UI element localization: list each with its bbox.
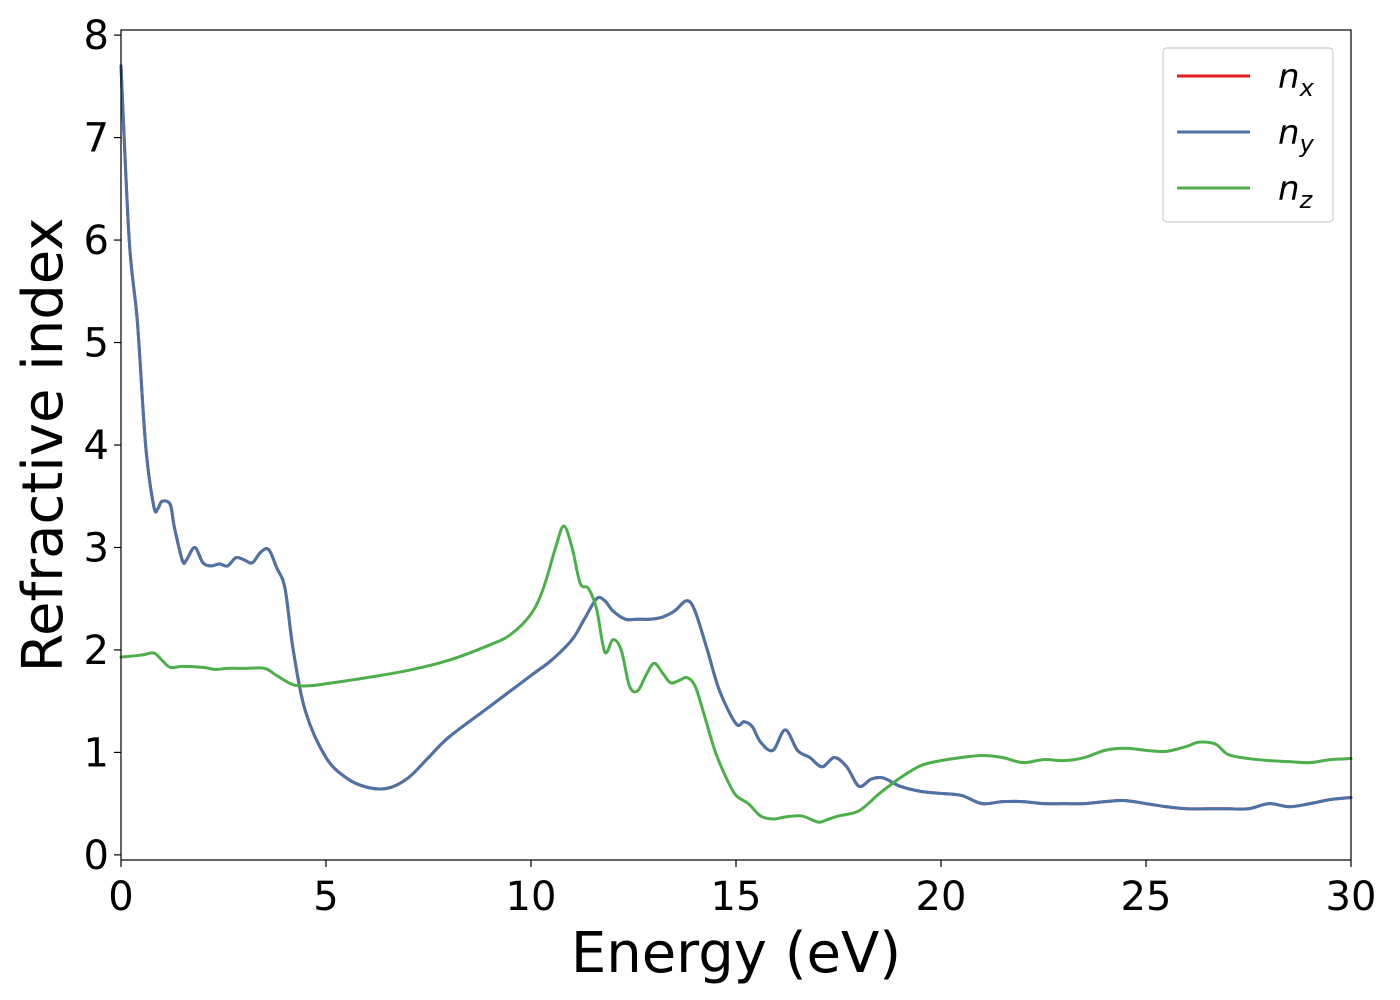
legend-frame: [1162, 47, 1334, 223]
y-tick-label: 8: [84, 13, 109, 59]
x-axis-ticks: 0 5 10 15 20 25 30: [108, 860, 1376, 920]
series-line-ny: [119, 64, 1353, 811]
y-tick-label: 0: [84, 833, 109, 879]
y-tick-label: 5: [84, 321, 109, 367]
x-tick-label: 15: [711, 874, 762, 920]
y-axis-ticks: 0 1 2 3 4 5 6 7 8: [84, 13, 121, 879]
legend-label-nx: nx: [1278, 57, 1315, 102]
x-tick-label: 30: [1326, 874, 1377, 920]
x-tick-label: 5: [313, 874, 338, 920]
x-tick-label: 10: [506, 874, 557, 920]
y-tick-label: 2: [84, 628, 109, 674]
y-tick-label: 7: [84, 116, 109, 162]
x-tick-label: 0: [108, 874, 133, 920]
x-axis-label: Energy (eV): [571, 921, 901, 986]
series-layer: [119, 64, 1353, 824]
y-tick-label: 1: [84, 730, 109, 776]
x-tick-label: 20: [916, 874, 967, 920]
y-tick-label: 3: [84, 525, 109, 571]
x-tick-label: 25: [1121, 874, 1172, 920]
y-tick-label: 4: [84, 423, 109, 469]
y-tick-label: 6: [84, 218, 109, 264]
series-line-nz: [119, 524, 1353, 824]
y-axis-label: Refractive index: [11, 218, 76, 673]
